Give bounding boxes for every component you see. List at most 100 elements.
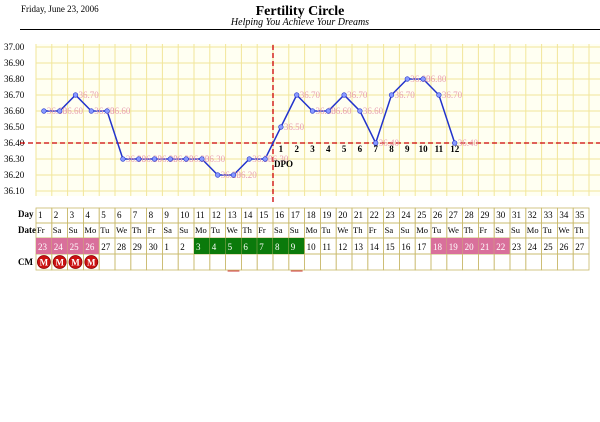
table-cell — [193, 253, 211, 271]
menses-marker-icon — [84, 255, 99, 269]
calendar-date: 20 — [465, 242, 475, 252]
calendar-date: 1 — [164, 242, 169, 252]
temperature-point — [404, 76, 410, 82]
calendar-date: 14 — [370, 242, 380, 252]
day-number: 25 — [417, 210, 427, 220]
weekday: Mo — [306, 225, 318, 235]
weekday: Tu — [100, 225, 110, 235]
temperature-point — [357, 108, 363, 114]
day-number: 22 — [370, 210, 379, 220]
dpo-number: 1 — [279, 144, 284, 154]
weekday: Sa — [53, 225, 62, 235]
temperature-point — [294, 92, 300, 98]
calendar-date: 9 — [291, 242, 296, 252]
table-cell — [446, 253, 463, 271]
date-highlight-pink — [67, 238, 84, 254]
table-cell — [114, 253, 132, 271]
day-number: 32 — [528, 210, 537, 220]
calendar-date: 11 — [322, 242, 331, 252]
table-cell — [383, 253, 400, 271]
print-date: Friday, June 23, 2006 — [21, 4, 99, 14]
date-highlight-pink — [431, 238, 447, 254]
row-label-date: Date — [18, 225, 36, 235]
calendar-date: 17 — [417, 242, 427, 252]
day-number: 23 — [386, 210, 396, 220]
calendar-date: 10 — [307, 242, 317, 252]
y-tick-label: 36.80 — [4, 74, 25, 84]
weekday: Su — [290, 225, 300, 235]
weekday: Mo — [416, 225, 428, 235]
cm-value: M — [40, 258, 49, 268]
date-highlight-pink — [462, 238, 479, 254]
temperature-point — [246, 156, 252, 162]
day-number: 35 — [575, 210, 585, 220]
date-highlight-pink — [83, 238, 100, 254]
temperature-data-label: 36.70 — [300, 90, 321, 100]
weekday: We — [448, 225, 459, 235]
weekday: Th — [242, 225, 252, 235]
temperature-data-label: 36.40 — [458, 138, 479, 148]
date-highlight-green — [257, 238, 273, 254]
weekday: Tu — [211, 225, 221, 235]
day-number: 16 — [275, 210, 285, 220]
table-cell — [130, 253, 148, 271]
weekday: Tu — [543, 225, 553, 235]
row-label-day: Day — [18, 209, 34, 219]
dpo-label: DPO — [274, 159, 293, 169]
y-tick-label: 36.20 — [4, 170, 25, 180]
temperature-point — [341, 92, 347, 98]
temperature-data-label: 36.20 — [237, 170, 258, 180]
y-tick-label: 37.00 — [4, 42, 25, 52]
day-number: 17 — [291, 210, 301, 220]
temperature-point — [420, 76, 426, 82]
day-number: 33 — [544, 210, 554, 220]
day-number: 11 — [196, 210, 205, 220]
weekday: Su — [511, 225, 521, 235]
day-number: 27 — [449, 210, 459, 220]
table-cell — [304, 253, 321, 271]
calendar-date: 26 — [559, 242, 569, 252]
table-cell — [319, 253, 337, 271]
table-cell — [240, 253, 258, 271]
temperature-point — [120, 156, 126, 162]
temperature-point — [151, 156, 158, 162]
day-number: 24 — [401, 210, 411, 220]
menses-marker-icon — [52, 255, 67, 269]
day-number: 3 — [70, 210, 75, 220]
temperature-point — [309, 108, 316, 114]
menses-marker-icon — [37, 255, 51, 269]
temperature-point — [199, 156, 205, 162]
weekday: Sa — [163, 225, 172, 235]
date-highlight-green — [225, 238, 242, 254]
temperature-point — [136, 156, 142, 162]
temperature-point — [104, 108, 110, 114]
table-cell — [477, 253, 495, 271]
day-number: 5 — [101, 210, 106, 220]
calendar-date: 7 — [259, 242, 264, 252]
table-cell — [414, 253, 432, 271]
calendar-date: 22 — [496, 242, 505, 252]
temperature-point — [278, 124, 284, 130]
day-number: 7 — [133, 210, 138, 220]
weekday: We — [116, 225, 127, 235]
weekday: Th — [574, 225, 584, 235]
cm-value: M — [87, 258, 96, 268]
temperature-point — [183, 156, 189, 162]
calendar-date: 30 — [149, 242, 159, 252]
calendar-date: 12 — [338, 242, 347, 252]
day-number: 1 — [38, 210, 43, 220]
table-cell — [572, 253, 590, 271]
calendar-date: 15 — [386, 242, 396, 252]
weekday: Fr — [479, 225, 487, 235]
table-cell — [351, 253, 369, 271]
temperature-data-label: 36.60 — [110, 106, 131, 116]
day-number: 14 — [243, 210, 253, 220]
plot-area — [36, 44, 600, 196]
day-number: 28 — [465, 210, 475, 220]
dpo-number: 6 — [358, 144, 363, 154]
day-number: 26 — [433, 210, 443, 220]
page-title: Fertility Circle — [255, 4, 345, 19]
weekday: We — [558, 225, 569, 235]
calendar-date: 24 — [54, 242, 64, 252]
day-number: 34 — [559, 210, 569, 220]
